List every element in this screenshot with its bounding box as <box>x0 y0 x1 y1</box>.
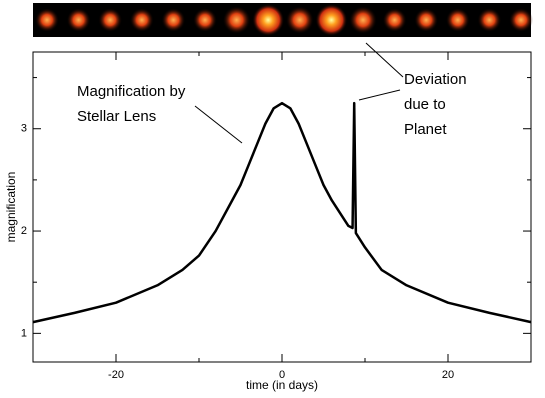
y-tick-label: 3 <box>21 123 27 135</box>
y-axis-label: magnification <box>4 172 18 243</box>
y-tick-label: 2 <box>21 225 27 237</box>
annotation-line: Deviation <box>404 71 467 88</box>
star-image <box>252 4 285 36</box>
star-image <box>445 8 470 32</box>
star-image <box>193 8 217 32</box>
leader-line <box>194 105 243 144</box>
star-image <box>161 8 186 32</box>
annotation-line: Stellar Lens <box>77 108 156 125</box>
star-image <box>222 6 251 34</box>
blob-row <box>35 4 533 36</box>
x-tick-label: -20 <box>108 369 124 381</box>
x-axis-label: time (in days) <box>246 378 318 392</box>
star-image <box>509 8 533 32</box>
data-line <box>32 101 532 324</box>
leader-line <box>358 89 401 101</box>
star-image <box>414 8 439 32</box>
star-image <box>129 8 154 32</box>
star-image <box>382 8 407 32</box>
x-tick-label: 20 <box>442 369 454 381</box>
star-image <box>98 8 123 32</box>
x-tick-label: 0 <box>279 369 285 381</box>
annotation-line: Magnification by <box>77 83 186 100</box>
annotation-line: due to <box>404 96 446 113</box>
star-image <box>315 4 348 36</box>
star-image <box>285 6 314 34</box>
y-tick-label: 1 <box>21 327 27 339</box>
star-image <box>66 8 91 32</box>
annotation-line: Planet <box>404 121 447 138</box>
leader-line <box>365 42 404 78</box>
star-image <box>349 6 377 34</box>
star-image <box>477 8 502 32</box>
star-image <box>35 8 59 32</box>
